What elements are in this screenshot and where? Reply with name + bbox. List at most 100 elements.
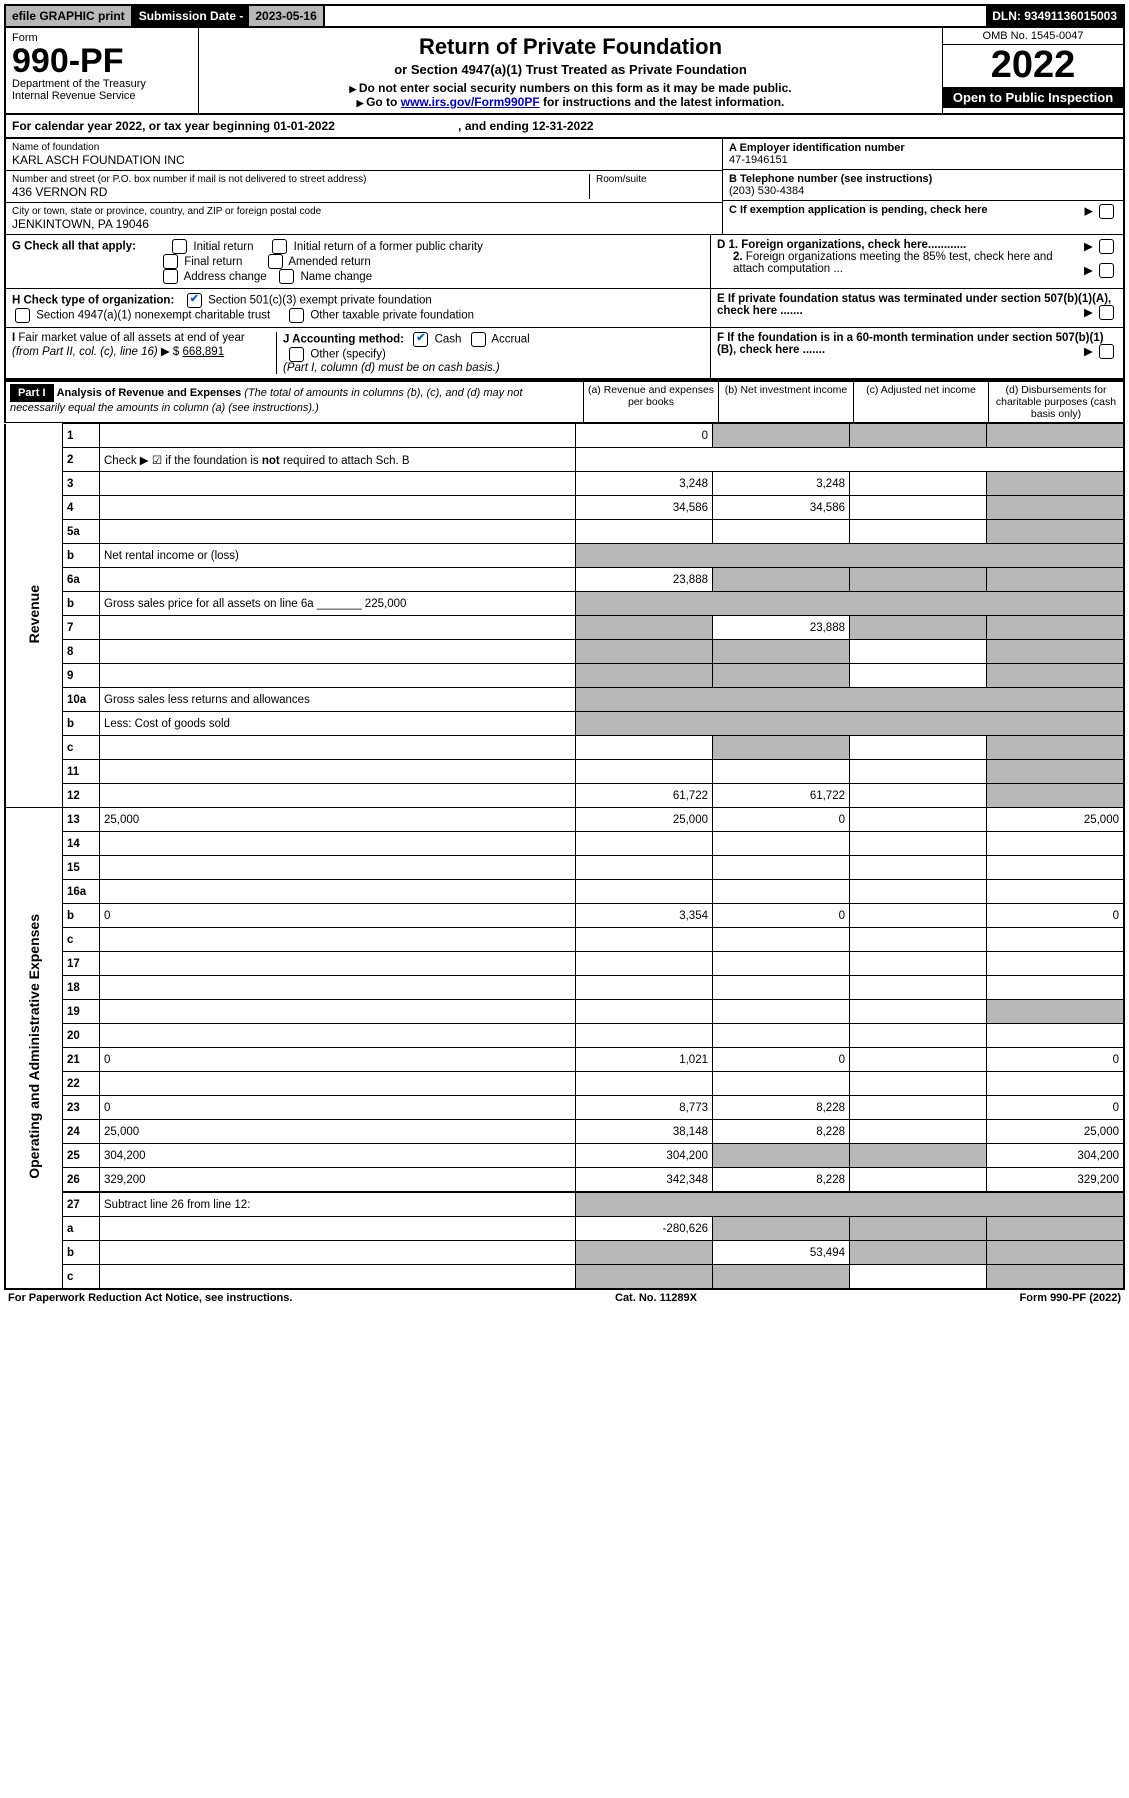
line-number: 16a (63, 880, 100, 904)
table-row: 17 (5, 952, 1124, 976)
amount-d (987, 1024, 1125, 1048)
table-row: 22 (5, 1072, 1124, 1096)
line-blank (576, 688, 1125, 712)
line-number: 24 (63, 1120, 100, 1144)
cal-begin: For calendar year 2022, or tax year begi… (12, 119, 335, 133)
line-description (100, 832, 576, 856)
line-description: Gross sales price for all assets on line… (100, 592, 576, 616)
table-row: 434,58634,586 (5, 496, 1124, 520)
amount-c (850, 832, 987, 856)
form-title: Return of Private Foundation (207, 34, 934, 60)
efile-button[interactable]: efile GRAPHIC print (6, 6, 133, 26)
e-checkbox[interactable] (1099, 305, 1114, 320)
amount-b (713, 1217, 850, 1241)
line-description (100, 568, 576, 592)
line-number: 25 (63, 1144, 100, 1168)
table-row: 8 (5, 640, 1124, 664)
f-label: F If the foundation is in a 60-month ter… (717, 332, 1104, 356)
j-other-checkbox[interactable] (289, 347, 304, 362)
h-4947-checkbox[interactable] (15, 308, 30, 323)
j-accrual-checkbox[interactable] (471, 332, 486, 347)
city-label: City or town, state or province, country… (12, 206, 716, 217)
amount-c (850, 880, 987, 904)
amount-c (850, 472, 987, 496)
line-description (100, 496, 576, 520)
d1-checkbox[interactable] (1099, 239, 1114, 254)
table-row: 2Check ▶ ☑ if the foundation is not requ… (5, 448, 1124, 472)
submission-date-value: 2023-05-16 (249, 6, 324, 26)
line-number: c (63, 1265, 100, 1290)
h-501c3-checkbox[interactable] (187, 293, 202, 308)
line-description: Check ▶ ☑ if the foundation is not requi… (100, 448, 576, 472)
f-checkbox[interactable] (1099, 344, 1114, 359)
form-link[interactable]: www.irs.gov/Form990PF (401, 95, 540, 109)
amount-c (850, 1168, 987, 1193)
amount-c (850, 1072, 987, 1096)
line-number: 14 (63, 832, 100, 856)
g-initial-public-charity[interactable] (272, 239, 287, 254)
table-row: c (5, 928, 1124, 952)
table-row: b53,494 (5, 1241, 1124, 1265)
revenue-side-label: Revenue (26, 585, 42, 643)
amount-d (987, 1265, 1125, 1290)
line-number: 10a (63, 688, 100, 712)
j-label: J Accounting method: (283, 334, 404, 346)
amount-a (576, 1072, 713, 1096)
g-initial-return[interactable] (172, 239, 187, 254)
amount-c (850, 1000, 987, 1024)
cal-end: , and ending 12-31-2022 (458, 119, 593, 133)
line-description (100, 472, 576, 496)
address-label: Number and street (or P.O. box number if… (12, 174, 589, 185)
line-description (100, 424, 576, 448)
instr-goto-pre: Go to (357, 95, 401, 109)
amount-b (713, 832, 850, 856)
table-row: 15 (5, 856, 1124, 880)
table-row: c (5, 736, 1124, 760)
line-description (100, 1000, 576, 1024)
amount-a (576, 856, 713, 880)
line-number: c (63, 928, 100, 952)
table-row: 26329,200342,3488,228329,200 (5, 1168, 1124, 1193)
footer-left: For Paperwork Reduction Act Notice, see … (8, 1292, 292, 1304)
amount-d (987, 520, 1125, 544)
tax-year: 2022 (943, 45, 1123, 87)
address: 436 VERNON RD (12, 185, 589, 199)
amount-b: 61,722 (713, 784, 850, 808)
line-description (100, 1217, 576, 1241)
dept-treasury: Department of the Treasury (12, 78, 192, 90)
table-row: 723,888 (5, 616, 1124, 640)
table-row: 18 (5, 976, 1124, 1000)
amount-b: 8,228 (713, 1168, 850, 1193)
table-row: 20 (5, 1024, 1124, 1048)
line-number: b (63, 904, 100, 928)
g-final-return[interactable] (163, 254, 178, 269)
amount-d (987, 784, 1125, 808)
amount-b (713, 1265, 850, 1290)
line-number: 17 (63, 952, 100, 976)
g-name-change[interactable] (279, 269, 294, 284)
amount-d: 0 (987, 1096, 1125, 1120)
d2-label: Foreign organizations meeting the 85% te… (733, 251, 1053, 275)
table-row: Revenue10 (5, 424, 1124, 448)
line-number: 19 (63, 1000, 100, 1024)
table-row: 19 (5, 1000, 1124, 1024)
g-address-change[interactable] (163, 269, 178, 284)
c-checkbox[interactable] (1099, 204, 1114, 219)
amount-b: 3,248 (713, 472, 850, 496)
table-row: 2101,02100 (5, 1048, 1124, 1072)
d2-checkbox[interactable] (1099, 263, 1114, 278)
amount-a (576, 616, 713, 640)
submission-date-label: Submission Date - (133, 6, 250, 26)
amount-c (850, 568, 987, 592)
amount-d (987, 568, 1125, 592)
j-cash-checkbox[interactable] (413, 332, 428, 347)
part1-header: Part I Analysis of Revenue and Expenses … (4, 380, 1125, 423)
instr-goto-post: for instructions and the latest informat… (540, 95, 785, 109)
h-other-taxable-checkbox[interactable] (289, 308, 304, 323)
line-number: 9 (63, 664, 100, 688)
amount-b: 0 (713, 904, 850, 928)
g-amended-return[interactable] (268, 254, 283, 269)
amount-a (576, 736, 713, 760)
line-description (100, 1265, 576, 1290)
dln: DLN: 93491136015003 (986, 6, 1123, 26)
